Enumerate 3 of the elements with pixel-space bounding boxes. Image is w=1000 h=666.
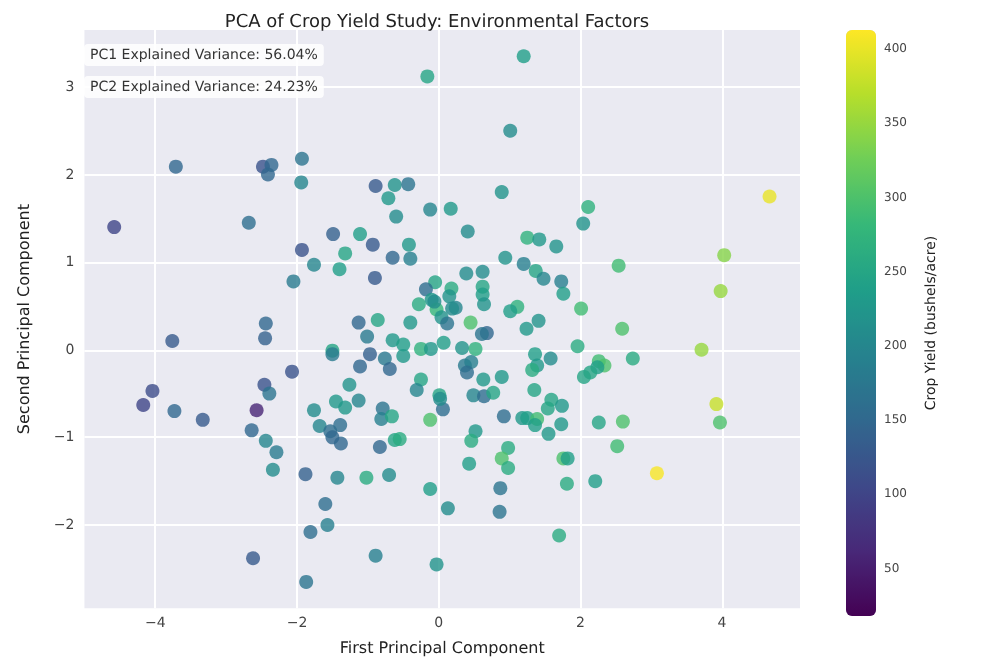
x-axis-title: First Principal Component	[339, 639, 545, 657]
chart-title: PCA of Crop Yield Study: Environmental Factors	[224, 13, 650, 33]
y-axis-title: Second Principal Component	[15, 204, 33, 435]
